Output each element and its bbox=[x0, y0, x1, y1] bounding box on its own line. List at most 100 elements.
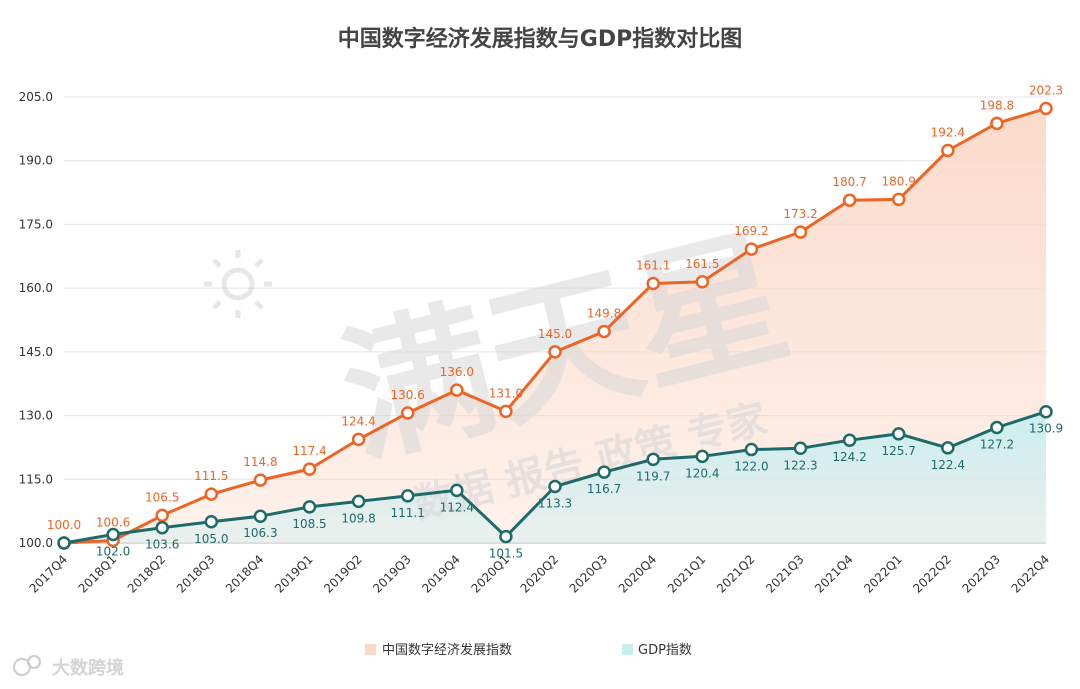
data-label-series-0: 111.5 bbox=[194, 469, 228, 483]
point-series-0 bbox=[941, 143, 955, 158]
data-label-series-0: 130.6 bbox=[391, 388, 425, 402]
data-label-series-1: 101.5 bbox=[489, 547, 523, 561]
y-tick-label: 145.0 bbox=[19, 345, 53, 359]
data-label-series-0: 202.3 bbox=[1029, 83, 1063, 97]
sun-icon bbox=[204, 250, 272, 318]
chart-title: 中国数字经济发展指数与GDP指数对比图 bbox=[338, 26, 742, 52]
data-label-series-0: 100.0 bbox=[47, 518, 81, 532]
data-label-series-1: 112.4 bbox=[440, 500, 474, 514]
point-series-0 bbox=[891, 192, 906, 207]
data-label-series-0: 180.7 bbox=[832, 175, 866, 189]
point-series-0 bbox=[253, 473, 268, 487]
data-label-series-1: 108.5 bbox=[292, 517, 326, 531]
brand-icon bbox=[13, 655, 41, 676]
area-series-0 bbox=[64, 108, 1046, 543]
point-series-0 bbox=[597, 324, 611, 339]
y-tick-label: 190.0 bbox=[19, 154, 53, 168]
point-series-1 bbox=[990, 420, 1004, 435]
data-label-series-0: 114.8 bbox=[243, 455, 277, 469]
point-series-1 bbox=[842, 433, 857, 447]
point-series-0 bbox=[744, 242, 759, 256]
point-series-0 bbox=[990, 116, 1004, 131]
point-series-0 bbox=[842, 193, 857, 207]
point-series-1 bbox=[941, 441, 955, 455]
data-label-series-1: 122.4 bbox=[931, 458, 965, 472]
data-label-series-1: 109.8 bbox=[341, 511, 375, 525]
legend-swatch-gdp bbox=[622, 644, 633, 655]
point-series-1 bbox=[450, 483, 464, 498]
point-series-0 bbox=[400, 406, 415, 420]
data-label-series-1: 116.7 bbox=[587, 482, 621, 496]
legend-swatch-digital bbox=[365, 644, 376, 655]
data-label-series-1: 102.0 bbox=[96, 545, 130, 559]
legend-label-gdp: GDP指数 bbox=[638, 643, 692, 658]
point-series-0 bbox=[499, 404, 513, 419]
data-label-series-0: 136.0 bbox=[440, 365, 474, 379]
point-series-1 bbox=[302, 500, 317, 514]
data-label-series-1: 111.1 bbox=[391, 506, 425, 520]
data-label-series-0: 161.5 bbox=[685, 257, 719, 271]
y-tick-label: 115.0 bbox=[19, 472, 53, 486]
y-tick-label: 205.0 bbox=[19, 90, 53, 104]
y-axis: 100.0 115.0 130.0 145.0 160.0 175.0 190.0 205.0 bbox=[19, 90, 53, 550]
data-label-series-1: 127.2 bbox=[980, 437, 1014, 451]
data-label-series-1: 130.9 bbox=[1029, 422, 1063, 436]
point-series-0 bbox=[793, 225, 808, 239]
point-series-1 bbox=[351, 494, 366, 509]
point-series-1 bbox=[106, 527, 120, 542]
data-label-series-1: 119.7 bbox=[636, 469, 670, 483]
point-series-1 bbox=[646, 452, 660, 467]
data-label-series-1: 125.7 bbox=[882, 444, 916, 458]
point-series-0 bbox=[155, 508, 169, 523]
point-series-1 bbox=[1039, 404, 1053, 419]
data-label-series-0: 198.8 bbox=[980, 98, 1014, 112]
data-label-series-1: 103.6 bbox=[145, 538, 179, 552]
data-label-series-0: 173.2 bbox=[783, 207, 817, 221]
point-series-1 bbox=[253, 509, 268, 523]
data-label-series-0: 180.9 bbox=[882, 174, 916, 188]
data-label-series-1: 124.2 bbox=[832, 450, 866, 464]
data-label-series-0: 106.5 bbox=[145, 490, 179, 504]
point-series-0 bbox=[351, 432, 366, 447]
data-label-series-0: 117.4 bbox=[292, 444, 326, 458]
point-series-1 bbox=[204, 515, 219, 529]
data-label-series-0: 192.4 bbox=[931, 126, 965, 140]
point-series-0 bbox=[302, 462, 317, 476]
data-label-series-1: 105.0 bbox=[194, 532, 228, 546]
point-series-1 bbox=[597, 465, 611, 479]
point-series-1 bbox=[499, 529, 513, 544]
legend-label-digital: 中国数字经济发展指数 bbox=[382, 642, 512, 658]
data-label-series-0: 100.6 bbox=[96, 515, 130, 529]
legend: 中国数字经济发展指数 GDP指数 bbox=[365, 642, 692, 658]
point-series-1 bbox=[400, 489, 415, 503]
data-label-series-0: 131.0 bbox=[489, 386, 523, 400]
point-series-1 bbox=[155, 520, 169, 535]
point-series-1 bbox=[695, 449, 710, 464]
data-label-series-0: 161.1 bbox=[636, 258, 670, 272]
data-label-series-1: 122.0 bbox=[734, 460, 768, 474]
point-series-1 bbox=[891, 427, 906, 441]
data-label-series-1: 106.3 bbox=[243, 526, 277, 540]
data-label-series-1: 120.4 bbox=[685, 466, 719, 480]
y-tick-label: 130.0 bbox=[19, 409, 53, 423]
point-series-0 bbox=[1039, 101, 1053, 116]
point-series-0 bbox=[450, 383, 464, 397]
point-series-0 bbox=[204, 487, 219, 501]
point-series-0 bbox=[548, 345, 562, 359]
series-markers bbox=[57, 101, 1053, 550]
point-series-1 bbox=[548, 479, 562, 494]
data-label-series-0: 124.4 bbox=[341, 414, 375, 428]
data-label-series-1: 113.3 bbox=[538, 497, 572, 511]
data-label-series-0: 169.2 bbox=[734, 224, 768, 238]
data-labels: 100.0 100.6 106.5 111.5 114.8 117.4 124.4 130.6… bbox=[47, 83, 1063, 560]
y-tick-label: 100.0 bbox=[19, 536, 53, 550]
brand-name: 大数跨境 bbox=[52, 657, 124, 679]
data-label-series-1: 122.3 bbox=[783, 458, 817, 472]
point-series-1 bbox=[57, 536, 71, 550]
point-series-0 bbox=[695, 275, 710, 289]
data-label-series-0: 149.8 bbox=[587, 306, 621, 320]
y-tick-label: 160.0 bbox=[19, 281, 53, 295]
y-tick-label: 175.0 bbox=[19, 217, 53, 231]
point-series-0 bbox=[646, 276, 660, 291]
